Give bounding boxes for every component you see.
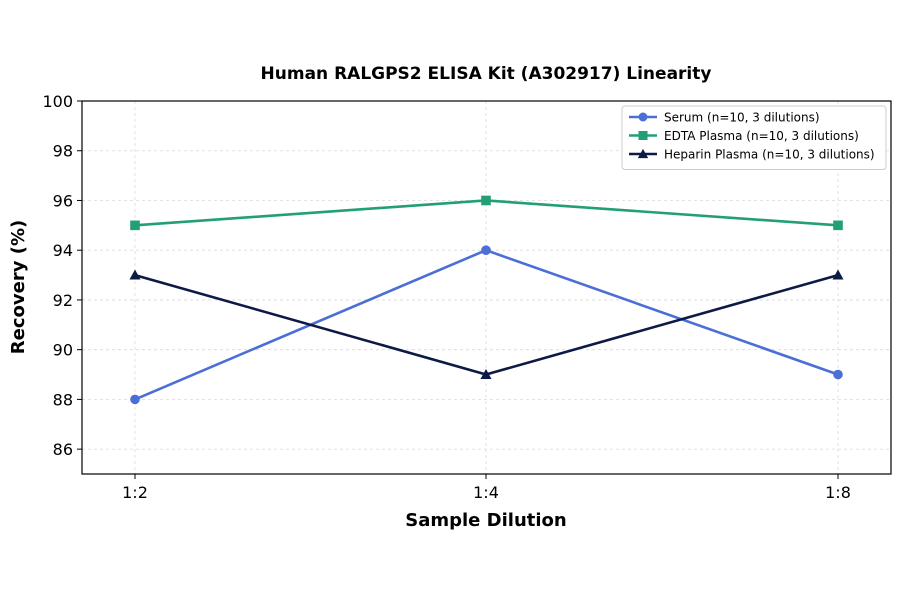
y-tick-label: 98 [53, 142, 73, 161]
legend-item: Serum (n=10, 3 dilutions) [629, 111, 820, 125]
legend-label: Serum (n=10, 3 dilutions) [664, 111, 820, 125]
y-tick-label: 94 [53, 241, 73, 260]
legend-marker [638, 131, 648, 140]
legend-box [621, 105, 887, 170]
series-line [134, 273, 839, 376]
data-point [833, 220, 843, 231]
legend-marker [638, 112, 648, 122]
series [129, 195, 844, 405]
y-tick-label: 88 [53, 390, 73, 409]
data-point [481, 195, 491, 206]
legend-marker [637, 148, 649, 159]
data-point [130, 220, 140, 231]
x-tick-label: 1:8 [825, 483, 851, 502]
chart-title: Human RALGPS2 ELISA Kit (A302917) Linear… [261, 64, 712, 84]
data-point [129, 269, 141, 280]
data-point [480, 369, 492, 379]
legend-item: Heparin Plasma (n=10, 3 dilutions) [629, 148, 875, 162]
data-point [832, 269, 844, 280]
data-point [481, 245, 491, 255]
y-axis-label: Recovery (%) [8, 220, 29, 354]
series-2 [130, 195, 843, 231]
data-point [833, 369, 843, 380]
y-tick-label: 90 [53, 341, 73, 360]
legend-label: EDTA Plasma (n=10, 3 dilutions) [664, 129, 859, 143]
x-tick-label: 1:4 [473, 483, 499, 502]
x-tick-label: 1:2 [122, 483, 148, 502]
series-3 [129, 269, 844, 379]
series-1 [130, 245, 843, 405]
data-point [130, 394, 140, 405]
y-tick-label: 92 [53, 291, 73, 310]
y-tick-label: 96 [53, 191, 73, 210]
y-tick-label: 86 [53, 440, 73, 459]
axis-ticks: 86 88 90 92 94 96 98 100 1:2 1:4 1:8 [42, 92, 850, 502]
legend: Serum (n=10, 3 dilutions) EDTA Plasma (n=… [621, 105, 887, 170]
legend-item: EDTA Plasma (n=10, 3 dilutions) [629, 129, 859, 143]
y-tick-label: 100 [42, 92, 73, 111]
x-axis-label: Sample Dilution [405, 510, 566, 531]
legend-label: Heparin Plasma (n=10, 3 dilutions) [664, 148, 875, 162]
